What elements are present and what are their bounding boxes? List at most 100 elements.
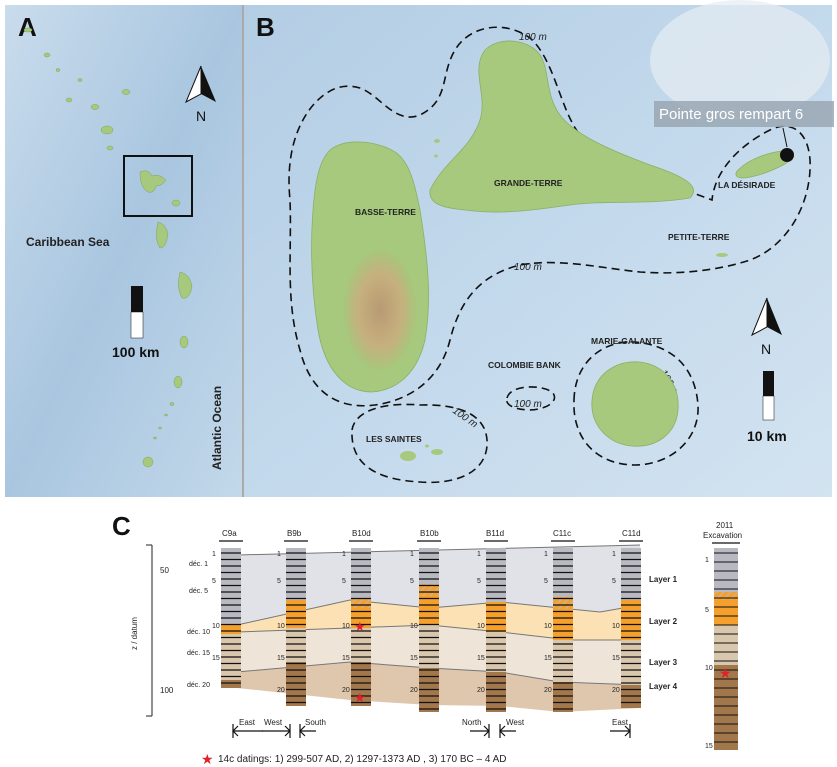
les-saintes-label: LES SAINTES xyxy=(366,434,422,444)
contour-label-bank: 100 m xyxy=(514,399,542,410)
column-depth-number: 15 xyxy=(544,655,552,662)
y-tick-100: 100 xyxy=(160,686,174,695)
excavation-depth-number: 1 xyxy=(705,557,709,564)
column-depth-number: 20 xyxy=(544,687,552,694)
column-layer-segment xyxy=(351,662,371,706)
column-depth-number: 10 xyxy=(612,623,620,630)
col-title-b10b: B10b xyxy=(420,529,439,538)
column-layer-segment xyxy=(486,602,506,632)
scale-bar-b xyxy=(762,371,775,421)
la-desirade-label: LA DÉSIRADE xyxy=(718,180,776,190)
scale-label-a: 100 km xyxy=(112,344,159,360)
column-depth-number: 10 xyxy=(477,623,485,630)
column-depth-number: 5 xyxy=(477,578,481,585)
column-layer-segment xyxy=(714,598,738,625)
grande-terre-island xyxy=(429,40,694,213)
scale-bar-a xyxy=(130,286,144,339)
column-layer-segment xyxy=(286,628,306,662)
direction-north: North xyxy=(462,718,482,727)
scale-label-b: 10 km xyxy=(747,428,787,444)
column-depth-number: 15 xyxy=(477,655,485,662)
column-depth-number: 1 xyxy=(612,551,616,558)
column-layer-segment xyxy=(621,548,641,600)
caribbean-sea-label: Caribbean Sea xyxy=(26,235,110,249)
guadeloupe-inset-box xyxy=(123,155,193,217)
column-layer-segment xyxy=(486,632,506,672)
column-layer-segment xyxy=(553,682,573,712)
contour-label-mid: 100 m xyxy=(514,262,542,273)
column-layer-segment xyxy=(714,548,738,598)
contour-label-top: 100 m xyxy=(519,32,547,43)
column-depth-number: 20 xyxy=(277,687,285,694)
column-layer-segment xyxy=(553,640,573,682)
column-layer-segment xyxy=(221,625,241,634)
direction-arrows xyxy=(232,724,631,738)
column-depth-number: 20 xyxy=(612,687,620,694)
dec-label-5: déc. 5 xyxy=(189,588,208,595)
basse-terre-label: BASSE-TERRE xyxy=(355,207,416,217)
petite-terre-label: PETITE-TERRE xyxy=(668,232,730,242)
column-layer-segment xyxy=(486,672,506,712)
dating-caption: 14c datings: 1) 299-507 AD, 2) 1297-1373… xyxy=(218,754,507,765)
excavation-depth-number: 15 xyxy=(705,743,713,750)
petite-terre-island xyxy=(716,253,728,257)
strat-columns: 15101515101520★★151015201510152015101520… xyxy=(212,540,740,750)
dating-star-icon: ★ xyxy=(719,666,732,682)
column-depth-number: 15 xyxy=(212,655,220,662)
column-depth-number: 5 xyxy=(612,578,616,585)
y-label-axis: z / datum xyxy=(130,617,139,650)
grande-terre-label: GRANDE-TERRE xyxy=(494,178,563,188)
column-layer-segment xyxy=(351,548,371,600)
column-depth-number: 5 xyxy=(277,578,281,585)
layer-label-4: Layer 4 xyxy=(649,682,678,691)
column-layer-segment xyxy=(621,600,641,640)
excavation-title-year: 2011 xyxy=(716,521,734,530)
col-title-c11c: C11c xyxy=(553,529,571,538)
panel-b-letter: B xyxy=(256,12,275,42)
direction-east-1: East xyxy=(239,718,256,727)
column-depth-number: 10 xyxy=(277,623,285,630)
column-layer-segment xyxy=(486,548,506,602)
column-depth-number: 1 xyxy=(277,551,281,558)
layer-label-3: Layer 3 xyxy=(649,658,678,667)
direction-west-2: West xyxy=(506,718,525,727)
panel-a-letter: A xyxy=(18,12,37,42)
column-depth-number: 5 xyxy=(342,578,346,585)
column-depth-number: 10 xyxy=(410,623,418,630)
layer-label-1: Layer 1 xyxy=(649,575,678,584)
excavation-title-word: Excavation xyxy=(703,531,742,540)
column-layer-segment xyxy=(286,548,306,600)
y-tick-50: 50 xyxy=(160,566,169,575)
dating-star-icon: ★ xyxy=(354,620,366,635)
panel-c-letter: C xyxy=(112,511,131,541)
direction-south: South xyxy=(305,718,326,727)
marie-galante-label: MARIE-GALANTE xyxy=(591,336,663,346)
panel-c: C z / datum 50 100 déc. 1 déc. 5 déc. 10… xyxy=(112,511,742,767)
column-layer-segment xyxy=(221,548,241,625)
panel-a-sea xyxy=(5,5,242,497)
column-depth-number: 1 xyxy=(410,551,414,558)
column-layer-segment xyxy=(621,640,641,685)
column-depth-number: 20 xyxy=(410,687,418,694)
column-depth-number: 5 xyxy=(410,578,414,585)
column-layer-segment xyxy=(221,680,241,688)
column-transition-hatch xyxy=(351,598,371,608)
column-depth-number: 1 xyxy=(544,551,548,558)
column-layer-segment xyxy=(419,548,439,588)
column-depth-number: 20 xyxy=(342,687,350,694)
atlantic-ocean-label: Atlantic Ocean xyxy=(210,386,224,470)
column-layer-segment xyxy=(286,662,306,706)
column-depth-number: 1 xyxy=(342,551,346,558)
col-title-b11d: B11d xyxy=(486,529,504,538)
column-titles: C9a B9b B10d B10b B11d C11c C11d 2011 Ex… xyxy=(222,521,742,540)
contour-lines-100m xyxy=(288,26,811,484)
column-transition-hatch xyxy=(553,597,573,609)
column-depth-number: 5 xyxy=(544,578,548,585)
